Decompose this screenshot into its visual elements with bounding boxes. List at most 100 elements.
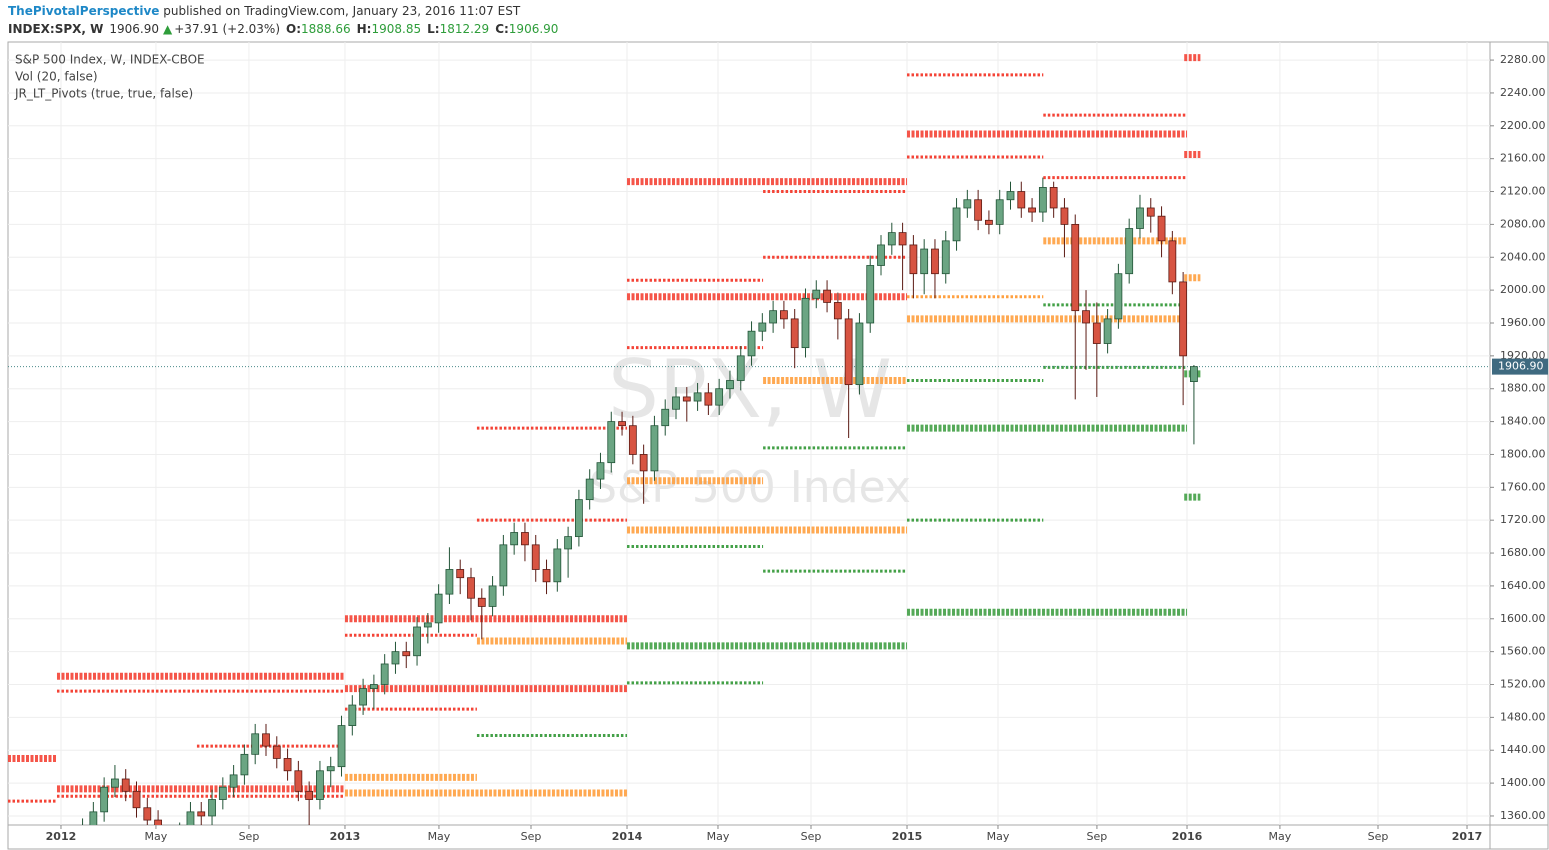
axes: 1360.00 1400.00 1440.00 1480.00 1520.00 1560.… <box>46 53 1548 843</box>
y-tick-label: 1600.00 <box>1500 612 1546 625</box>
candle-body <box>283 758 292 772</box>
candle-body <box>661 408 670 427</box>
candle-body <box>272 745 281 759</box>
y-tick-label: 1520.00 <box>1500 678 1546 691</box>
pivot-levels <box>8 54 1490 803</box>
legend-main: S&P 500 Index, W, INDEX-CBOE <box>15 53 205 67</box>
candle-body <box>1006 191 1015 201</box>
candle-body <box>920 248 929 275</box>
candle-body <box>477 597 486 607</box>
x-tick-label: 2015 <box>892 830 923 843</box>
candle-body <box>121 778 130 792</box>
candle-body <box>1125 228 1134 275</box>
candle-body <box>639 454 648 472</box>
y-tick-label: 1720.00 <box>1500 513 1546 526</box>
candle-body <box>877 244 885 266</box>
x-tick-label: 2012 <box>46 830 77 843</box>
candle-body <box>790 318 799 349</box>
candle-body <box>1114 273 1123 320</box>
candle-body <box>704 392 713 406</box>
candle-body <box>337 725 346 768</box>
candle-body <box>812 289 821 299</box>
watermark-name: S&P 500 Index <box>589 462 911 513</box>
x-tick-label: May <box>1269 830 1292 843</box>
x-tick-label: 2017 <box>1452 830 1483 843</box>
candle-body <box>801 297 810 349</box>
candle-body <box>747 330 756 357</box>
candle-body <box>726 380 734 390</box>
candle-body <box>1038 187 1047 213</box>
candle-body <box>995 199 1004 225</box>
candle-body <box>963 199 972 209</box>
y-tick-label: 2080.00 <box>1500 217 1546 230</box>
candle-body <box>952 207 961 242</box>
x-tick-label: 2016 <box>1172 830 1203 843</box>
x-tick-label: May <box>987 830 1010 843</box>
candle-body <box>887 232 896 246</box>
legend-vol: Vol (20, false) <box>15 70 98 84</box>
y-tick-label: 1480.00 <box>1500 710 1546 723</box>
y-tick-label: 2160.00 <box>1500 152 1546 165</box>
x-tick-label: Sep <box>239 830 260 843</box>
candle-body <box>197 811 206 817</box>
candle-body <box>607 421 616 464</box>
o-value: 1888.66 <box>301 22 351 36</box>
candle-body <box>208 799 216 817</box>
y-tick-label: 1960.00 <box>1500 316 1546 329</box>
candle-body <box>564 536 573 550</box>
candle-body <box>413 626 421 657</box>
candle-body <box>844 318 853 386</box>
candle-body <box>499 544 508 587</box>
y-tick-label: 1920.00 <box>1500 349 1546 362</box>
frame <box>7 41 1549 850</box>
candle-body <box>855 322 864 386</box>
candle-body <box>380 663 389 685</box>
y-tick-label: 1360.00 <box>1500 809 1546 822</box>
x-tick-label: May <box>707 830 730 843</box>
candle-body <box>941 240 950 275</box>
candle-body <box>1017 191 1026 209</box>
y-tick-label: 2120.00 <box>1500 185 1546 198</box>
candle-body <box>445 569 454 595</box>
author[interactable]: ThePivotalPerspective <box>8 4 159 18</box>
candle-body <box>369 684 378 690</box>
candle-body <box>1179 281 1188 357</box>
published: published on TradingView.com, January 23… <box>159 4 520 18</box>
candle-body <box>542 569 551 583</box>
y-tick-label: 1440.00 <box>1500 743 1546 756</box>
candle-body <box>650 425 659 472</box>
candle-body <box>531 544 540 570</box>
y-tick-label: 1400.00 <box>1500 776 1546 789</box>
x-tick-label: May <box>145 830 168 843</box>
candle-body <box>89 811 98 825</box>
candle-body <box>154 819 162 825</box>
last-price-label: 1906.90 <box>1498 360 1544 373</box>
candle-body <box>780 310 788 320</box>
c-value: 1906.90 <box>509 22 559 36</box>
candle-body <box>510 532 519 546</box>
candle-body <box>715 388 724 406</box>
x-tick-label: Sep <box>1368 830 1389 843</box>
candle-body <box>1157 215 1166 242</box>
candle-body <box>456 569 465 579</box>
candle-body <box>1028 207 1036 213</box>
candle-body <box>186 811 195 825</box>
candle-body <box>1146 207 1155 217</box>
candle-body <box>769 310 778 324</box>
candle-body <box>402 651 411 657</box>
x-tick-label: May <box>428 830 451 843</box>
watermark-symbol: SPX, W <box>608 343 892 436</box>
candle-body <box>1049 187 1058 209</box>
candle-body <box>682 396 691 402</box>
change: +37.91 (+2.03%) <box>174 22 280 36</box>
candle-body <box>218 786 227 800</box>
candle-body <box>262 733 270 747</box>
candle-body <box>294 770 303 792</box>
candle-body <box>111 778 119 788</box>
l-label: L: <box>427 22 439 36</box>
candle-body <box>823 289 831 303</box>
candle-body <box>909 244 918 275</box>
y-tick-label: 2240.00 <box>1500 86 1546 99</box>
candle-body <box>1071 223 1080 312</box>
candle-body <box>985 219 993 225</box>
